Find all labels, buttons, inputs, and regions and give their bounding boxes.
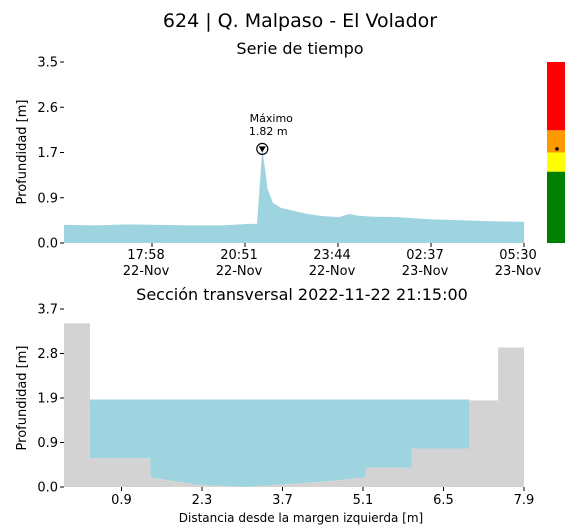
cross-section-x-ticks: 0.9 2.3 3.7 5.1 6.5 7.9 <box>111 487 534 508</box>
x-tick-time-label: 05:30 <box>499 248 536 263</box>
x-tick-time-label: 20:51 <box>220 248 257 263</box>
y-tick-label: 1.9 <box>37 392 58 407</box>
water-area <box>89 399 470 487</box>
alert-level-segment <box>547 171 565 243</box>
x-tick-label: 2.3 <box>192 493 213 508</box>
max-annotation-value: 1.82 m <box>249 125 288 138</box>
alert-level-segment <box>547 152 565 172</box>
x-tick-date-label: 22-Nov <box>309 264 356 279</box>
x-tick-date-label: 22-Nov <box>123 264 170 279</box>
y-tick-label: 3.7 <box>37 303 58 318</box>
max-annotation: Máximo 1.82 m <box>249 112 293 155</box>
cross-section-layer <box>64 323 524 487</box>
y-tick-label: 2.6 <box>37 101 58 116</box>
max-marker-triangle-icon <box>258 146 266 153</box>
x-tick-label: 7.9 <box>514 493 535 508</box>
cross-section-y-ticks: 0.0 0.9 1.9 2.8 3.7 <box>37 303 64 496</box>
x-tick-time-label: 02:37 <box>406 248 443 263</box>
cross-section-ylabel: Profundidad [m] <box>15 346 30 451</box>
y-tick-label: 0.0 <box>37 481 58 496</box>
x-tick-label: 0.9 <box>111 493 132 508</box>
x-tick-date-label: 22-Nov <box>216 264 263 279</box>
max-annotation-label: Máximo <box>250 112 294 125</box>
alert-level-segment <box>547 130 565 153</box>
y-tick-label: 1.7 <box>37 146 58 161</box>
time-series-area-layer <box>64 148 524 243</box>
x-tick-label: 5.1 <box>353 493 374 508</box>
y-tick-label: 2.8 <box>37 347 58 362</box>
y-tick-label: 0.9 <box>37 191 58 206</box>
max-marker-circle <box>256 142 269 155</box>
x-tick-label: 6.5 <box>433 493 454 508</box>
time-series-y-ticks: 0.0 0.9 1.7 2.6 3.5 <box>37 56 64 252</box>
alert-level-segment <box>547 62 565 131</box>
y-tick-label: 0.9 <box>37 436 58 451</box>
ground-profile <box>64 323 524 487</box>
time-series-x-ticks: 17:5822-Nov20:5122-Nov23:4422-Nov02:3723… <box>123 243 542 279</box>
x-tick-time-label: 17:58 <box>127 248 164 263</box>
x-tick-label: 3.7 <box>272 493 293 508</box>
depth-area-series <box>64 148 524 243</box>
cross-section-xlabel: Distancia desde la margen izquierda [m] <box>179 511 423 525</box>
main-title: 624 | Q. Malpaso - El Volador <box>163 10 437 32</box>
alert-level-marker <box>555 147 559 151</box>
time-series-ylabel: Profundidad [m] <box>15 100 30 205</box>
x-tick-date-label: 23-Nov <box>495 264 542 279</box>
y-tick-label: 0.0 <box>37 237 58 252</box>
cross-section-chart: Sección transversal 2022-11-22 21:15:00 … <box>15 285 534 525</box>
time-series-title: Serie de tiempo <box>236 39 363 58</box>
x-tick-date-label: 23-Nov <box>402 264 449 279</box>
time-series-chart: Serie de tiempo Profundidad [m] 0.0 0.9 1.… <box>15 39 565 279</box>
y-tick-label: 3.5 <box>37 56 58 71</box>
cross-section-title: Sección transversal 2022-11-22 21:15:00 <box>136 285 468 304</box>
x-tick-time-label: 23:44 <box>313 248 350 263</box>
alert-level-bar <box>547 62 565 243</box>
